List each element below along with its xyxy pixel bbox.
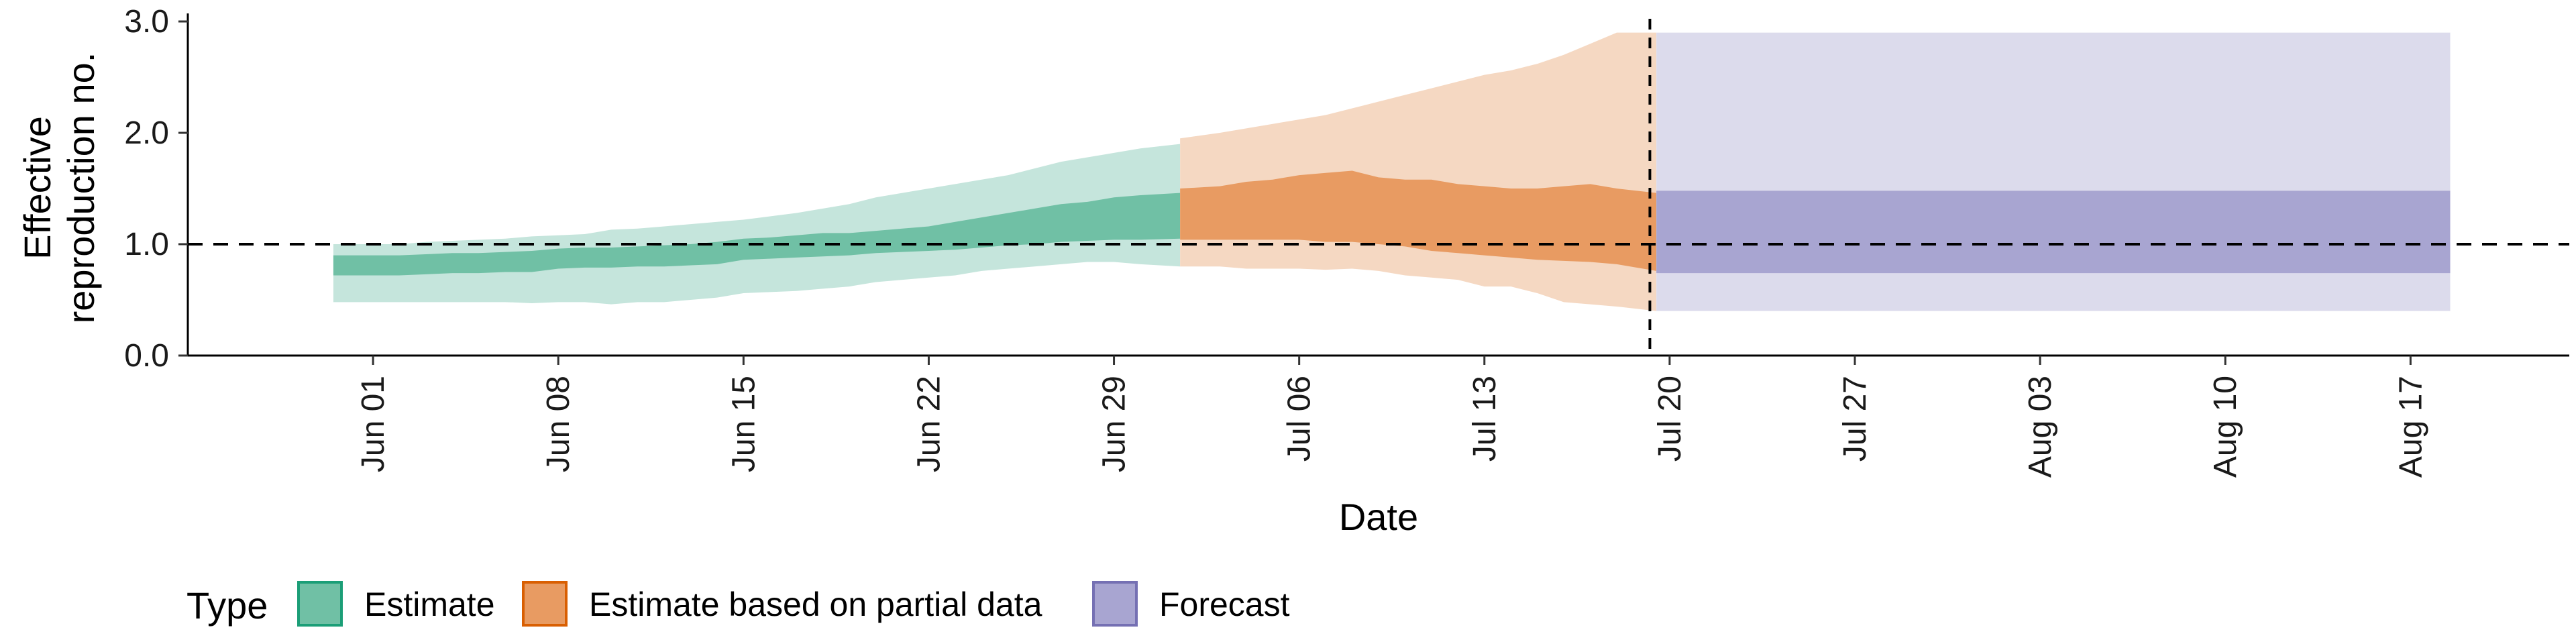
legend-key-forecast <box>1092 581 1138 627</box>
x-tick-label: Jul 06 <box>1282 376 1318 462</box>
x-tick-label: Jun 22 <box>911 376 947 472</box>
band-90-estimate-based-on-partial-data <box>1180 32 1657 311</box>
legend: Type Estimate Estimate based on partial d… <box>186 581 1290 627</box>
y-tick-label: 2.0 <box>124 115 169 151</box>
legend-title: Type <box>186 584 268 627</box>
y-tick-label: 1.0 <box>124 227 169 262</box>
x-tick-label: Aug 10 <box>2208 376 2243 478</box>
x-tick-label: Aug 03 <box>2023 376 2058 478</box>
x-tick-label: Jun 15 <box>726 376 761 472</box>
legend-key-estimate <box>297 581 343 627</box>
y-axis-title-line-1: Effective <box>16 116 58 260</box>
credible-interval-bands <box>333 32 2451 311</box>
x-tick-label: Aug 17 <box>2393 376 2428 478</box>
x-tick-label: Jun 01 <box>356 376 391 472</box>
band-50-forecast <box>1656 191 2451 274</box>
x-tick-label: Jun 08 <box>541 376 576 472</box>
x-tick-label: Jul 13 <box>1467 376 1503 462</box>
x-tick-label: Jul 20 <box>1652 376 1688 462</box>
y-tick-label: 3.0 <box>124 4 169 40</box>
legend-label-estimate: Estimate <box>364 586 495 623</box>
band-50-estimate <box>333 193 1181 276</box>
y-tick-label: 0.0 <box>124 338 169 374</box>
legend-key-estimate-based-on-partial-data <box>522 581 568 627</box>
band-50-estimate-based-on-partial-data <box>1180 170 1657 271</box>
axes: 0.0 1.0 2.0 3.0 Jun 01 Jun 08 Jun 15 Jun 22 Jun … <box>124 4 2569 478</box>
x-axis-title: Date <box>1339 496 1418 538</box>
legend-label-forecast: Forecast <box>1159 586 1290 623</box>
legend-label-estimate-based-on-partial-data: Estimate based on partial data <box>589 586 1042 623</box>
x-tick-label: Jun 29 <box>1097 376 1132 472</box>
x-tick-label: Jul 27 <box>1837 376 1873 462</box>
y-axis-title-line-2: reproduction no. <box>60 52 102 324</box>
